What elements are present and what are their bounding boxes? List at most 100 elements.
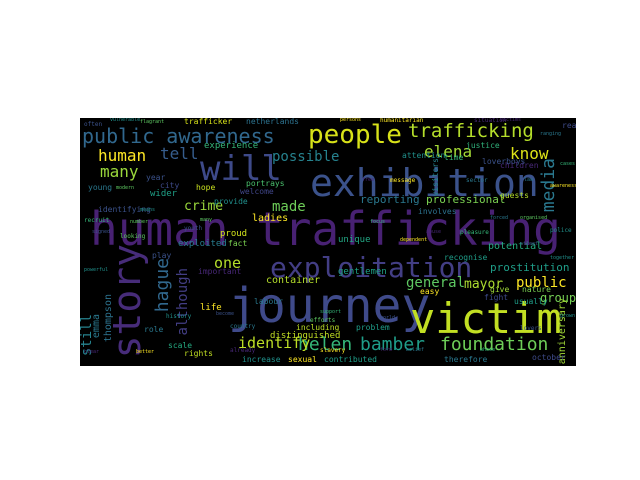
word-distinguished: distinguished bbox=[270, 331, 341, 341]
word-organised: organised bbox=[520, 215, 548, 221]
word-dependent: dependent bbox=[400, 237, 428, 243]
word-often: often bbox=[84, 121, 103, 128]
word-foundation: foundation bbox=[440, 334, 549, 355]
word-focus: focus bbox=[370, 219, 386, 225]
word-pleasure: pleasure bbox=[460, 229, 489, 236]
word-hope: hope bbox=[196, 183, 216, 192]
word-many: many bbox=[100, 162, 139, 181]
word-vulnerable: vulnerable bbox=[110, 118, 141, 123]
word-cases: cases bbox=[560, 161, 576, 167]
word-experience: experience bbox=[204, 141, 259, 151]
word-easy: easy bbox=[420, 287, 440, 296]
word-provide: provide bbox=[214, 197, 248, 206]
word-portrays: portrays bbox=[246, 179, 285, 188]
word-world: world bbox=[380, 315, 396, 321]
word-recognise: recognise bbox=[444, 253, 488, 262]
word-although: although bbox=[175, 268, 191, 336]
word-forced: forced bbox=[490, 215, 509, 221]
word-role: role bbox=[144, 325, 164, 334]
word-form: form bbox=[380, 347, 393, 353]
word-time: time bbox=[444, 153, 464, 162]
word-children: children bbox=[500, 161, 539, 170]
word-many: many bbox=[200, 217, 213, 223]
word-identifying: identifying bbox=[98, 205, 151, 214]
word-abuse: abuse bbox=[426, 229, 442, 235]
word-give: give bbox=[490, 285, 510, 294]
word-police: police bbox=[550, 227, 572, 234]
word-attention: attention bbox=[402, 151, 446, 160]
word-helen: helen bbox=[298, 334, 353, 355]
word-guests: guests bbox=[500, 191, 529, 200]
word-usually: usually bbox=[514, 297, 548, 306]
word-wider: wider bbox=[150, 189, 178, 199]
word-year: year bbox=[146, 173, 166, 182]
word-container: container bbox=[266, 275, 321, 286]
word-signed: signed bbox=[92, 229, 111, 235]
word-scale: scale bbox=[168, 341, 193, 350]
word-emma: emma bbox=[91, 314, 102, 339]
word-free: free bbox=[362, 177, 375, 183]
word-group: group bbox=[540, 291, 576, 305]
word-gentlemen: gentlemen bbox=[338, 267, 387, 277]
word-law: law bbox=[524, 177, 534, 183]
word-tell: tell bbox=[160, 144, 199, 163]
word-october: october bbox=[532, 353, 566, 362]
word-youth: youth bbox=[184, 225, 203, 232]
word-fight: fight bbox=[484, 293, 509, 302]
word-reach: reach bbox=[562, 121, 576, 130]
word-contributed: contributed bbox=[324, 355, 377, 364]
word-proud: proud bbox=[220, 229, 248, 239]
word-human-trafficking: human trafficking bbox=[90, 202, 561, 256]
word-loverboys: loverboys bbox=[482, 157, 526, 166]
word-street: street bbox=[520, 241, 539, 247]
word-cloud: human trafficking journey victim exhibit… bbox=[80, 118, 576, 366]
word-hague: hague bbox=[152, 258, 173, 313]
word-young: young bbox=[88, 183, 113, 192]
word-grown: grown bbox=[560, 313, 576, 319]
word-public-awareness: public awareness bbox=[82, 124, 275, 148]
word-will: will bbox=[200, 149, 282, 189]
word-message: message bbox=[390, 177, 416, 184]
word-netherlands: netherlands bbox=[246, 118, 299, 126]
word-made: made bbox=[272, 199, 306, 215]
word-history: history bbox=[166, 313, 192, 320]
word-visitors: visitors bbox=[431, 158, 440, 197]
word-one: one bbox=[214, 254, 242, 272]
word-support: support bbox=[320, 309, 342, 315]
word-welcome: welcome bbox=[240, 187, 274, 196]
word-therefore: therefore bbox=[444, 355, 488, 364]
word-people: people bbox=[308, 120, 402, 150]
word-reporting: reporting bbox=[360, 193, 420, 206]
word-including: including bbox=[296, 323, 340, 332]
word-situation: situation bbox=[474, 118, 507, 124]
word-powerful: powerful bbox=[84, 267, 109, 273]
word-trafficker: trafficker bbox=[184, 118, 233, 126]
word-exploitation: exploitation bbox=[270, 251, 473, 284]
word-looking: looking bbox=[120, 233, 146, 240]
word-life: life bbox=[200, 303, 222, 313]
word-elena: elena bbox=[424, 142, 473, 161]
word-sexual: sexual bbox=[288, 355, 317, 364]
word-bamber: bamber bbox=[360, 334, 426, 355]
word-thompson: thompson bbox=[103, 294, 114, 343]
word-efforts: efforts bbox=[310, 317, 336, 324]
word-means: means bbox=[140, 207, 156, 213]
word-victims: victims bbox=[500, 118, 522, 123]
word-awareness: awareness bbox=[550, 183, 576, 189]
word-fact: fact bbox=[228, 239, 248, 248]
word-general: general bbox=[406, 275, 466, 291]
word-human: human bbox=[98, 146, 147, 165]
word-professional: professional bbox=[426, 193, 506, 206]
word-ladies: ladies bbox=[252, 213, 289, 224]
word-rights: rights bbox=[184, 349, 213, 358]
word-exploited: exploited bbox=[178, 239, 227, 249]
word-modern: modern bbox=[116, 185, 135, 191]
word-together: together bbox=[550, 255, 575, 261]
word-city: city bbox=[160, 181, 180, 190]
word-slavery: slavery bbox=[320, 347, 346, 354]
word-involves: involves bbox=[418, 207, 457, 216]
word-clear: clear bbox=[84, 349, 100, 355]
word-country: country bbox=[230, 323, 256, 330]
word-recruit: recruit bbox=[84, 217, 110, 224]
word-exhibition: exhibition bbox=[310, 161, 539, 205]
